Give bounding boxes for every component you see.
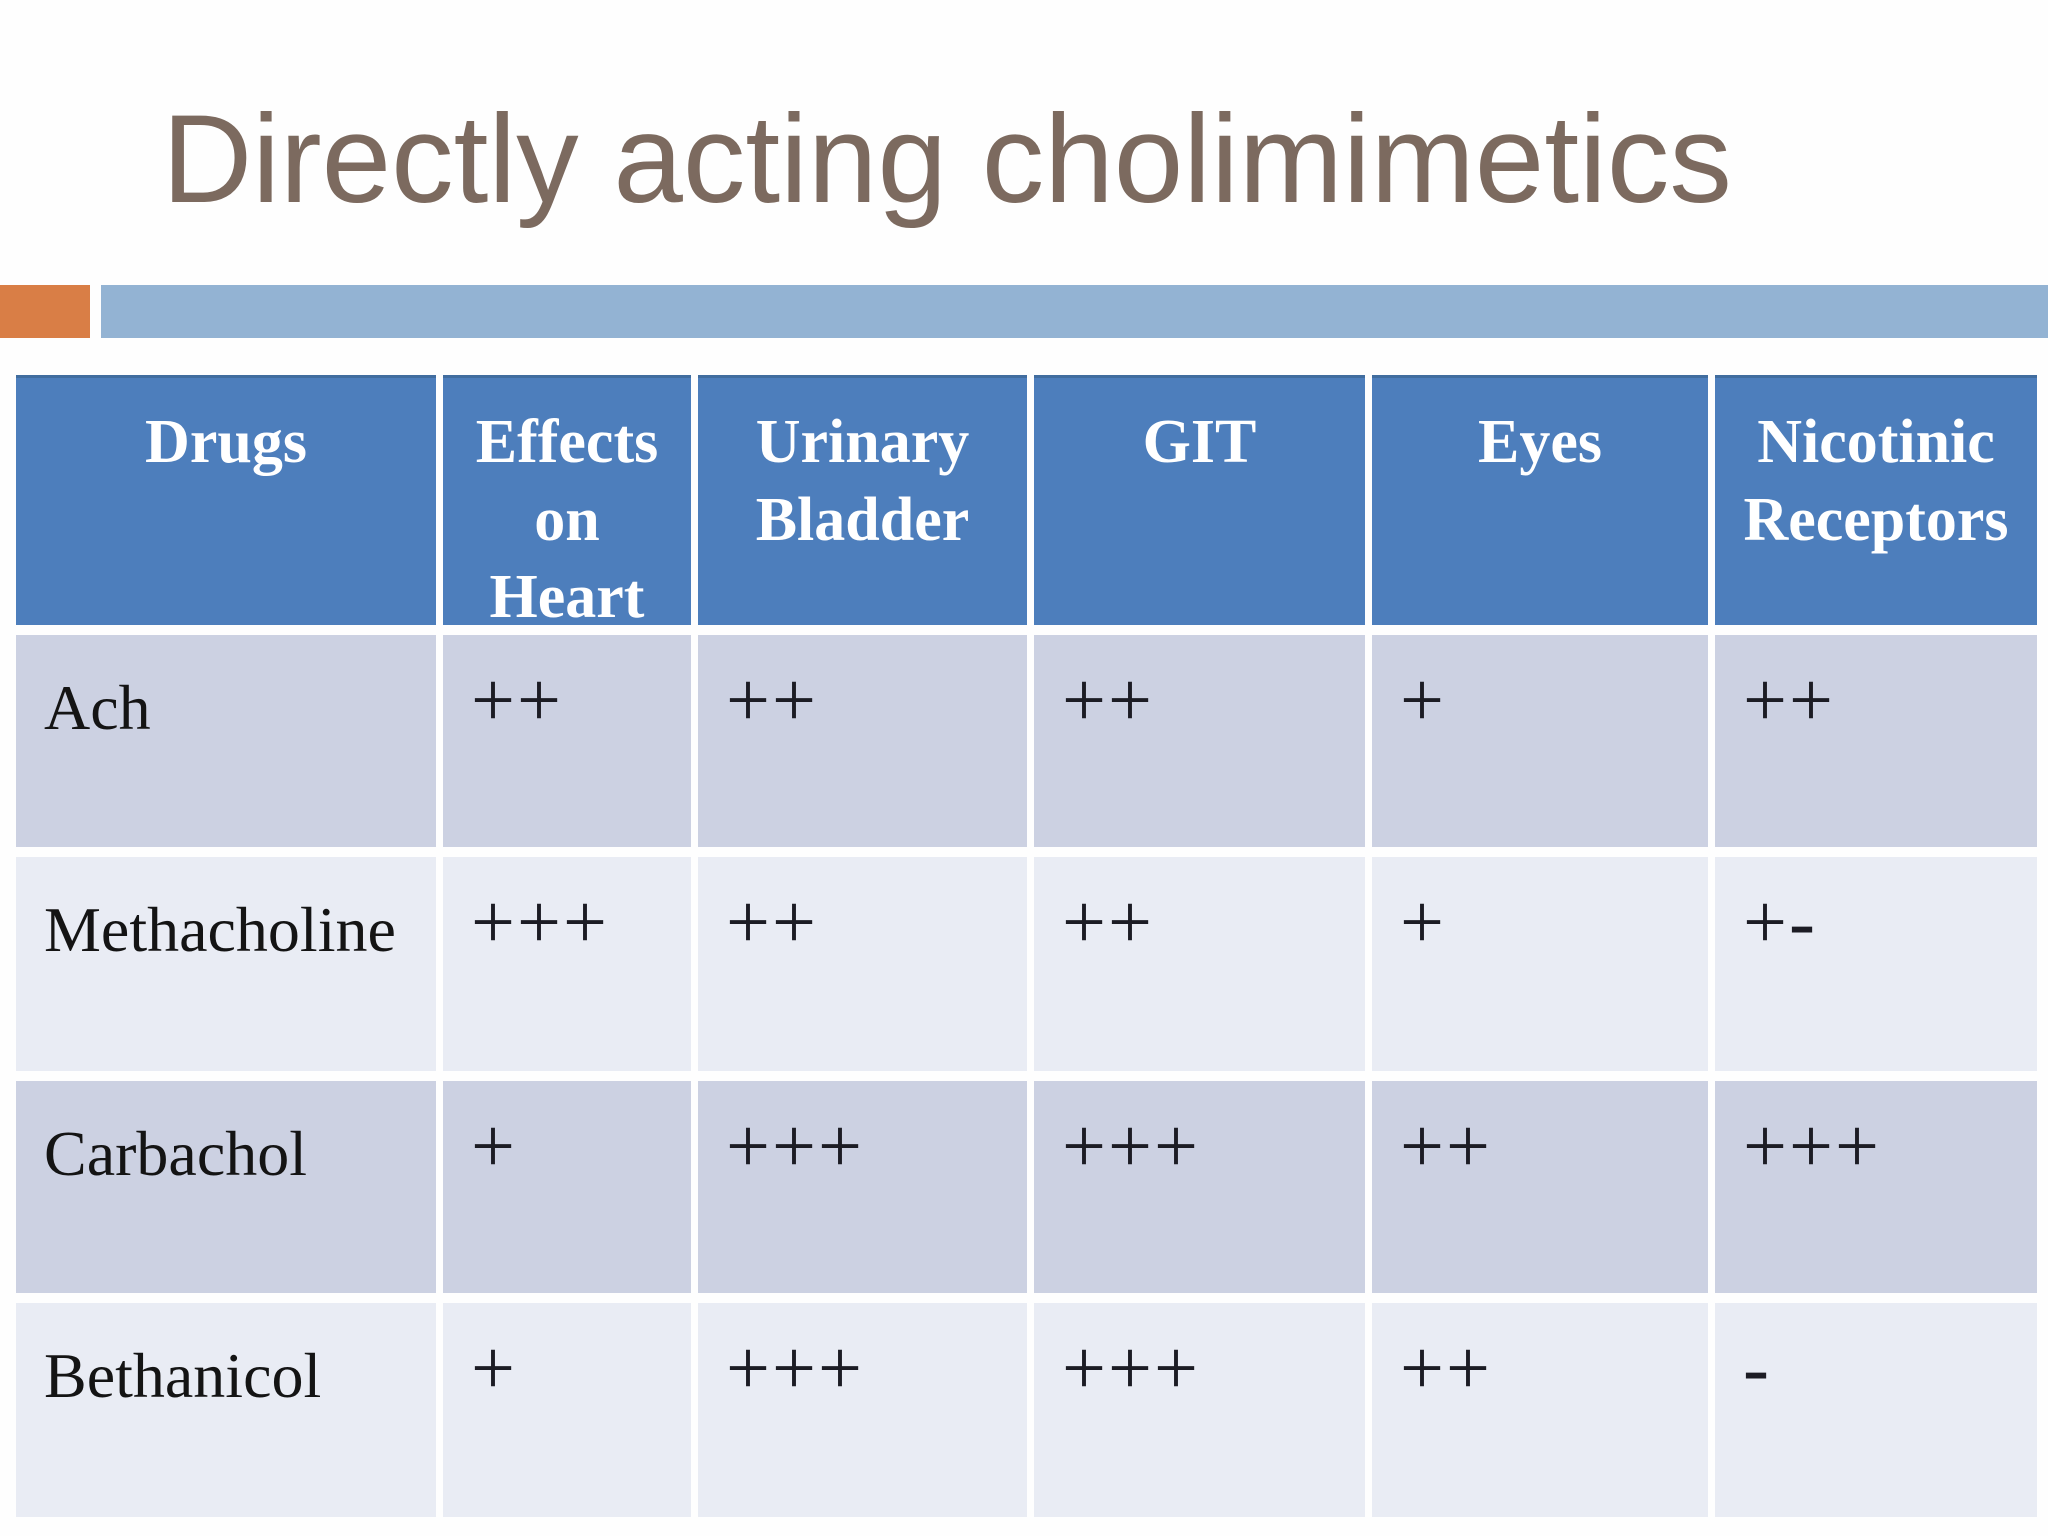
column-header-eyes: Eyes: [1372, 375, 1708, 625]
column-header-effects-on-heart: Effects on Heart: [443, 375, 691, 631]
table-cell: ++: [698, 635, 1027, 847]
table-cell: +: [443, 1081, 691, 1293]
decorative-orange-bar: [0, 285, 90, 338]
table-cell: +: [1372, 857, 1708, 1071]
table-cell: ++: [1715, 635, 2037, 847]
table-cell: +++: [1034, 1081, 1365, 1293]
column-header-drugs: Drugs: [16, 375, 436, 625]
table-cell: +++: [443, 857, 691, 1071]
table-cell: ++: [1034, 857, 1365, 1071]
table-cell: +++: [1034, 1303, 1365, 1517]
table-cell: +++: [1715, 1081, 2037, 1293]
drug-effects-table: Drugs Effects on Heart Urinary Bladder G…: [16, 375, 2037, 1517]
table-cell: ++: [1372, 1081, 1708, 1293]
column-header-urinary-bladder: Urinary Bladder: [698, 375, 1027, 625]
decorative-blue-bar: [101, 285, 2048, 338]
page-title: Directly acting cholimimetics: [162, 90, 1732, 229]
drug-name-cell: Ach: [16, 635, 436, 847]
table-cell: -: [1715, 1303, 2037, 1517]
table-cell: ++: [1372, 1303, 1708, 1517]
column-header-nicotinic-receptors: Nicotinic Receptors: [1715, 375, 2037, 625]
table-cell: ++: [698, 857, 1027, 1071]
table-cell: +++: [698, 1081, 1027, 1293]
drug-name-cell: Bethanicol: [16, 1303, 436, 1517]
table-cell: +++: [698, 1303, 1027, 1517]
column-header-git: GIT: [1034, 375, 1365, 625]
table-cell: +: [1372, 635, 1708, 847]
drug-name-cell: Methacholine: [16, 857, 436, 1071]
table-cell: +: [443, 1303, 691, 1517]
table-cell: ++: [443, 635, 691, 847]
table-cell: ++: [1034, 635, 1365, 847]
drug-name-cell: Carbachol: [16, 1081, 436, 1293]
table-cell: +-: [1715, 857, 2037, 1071]
